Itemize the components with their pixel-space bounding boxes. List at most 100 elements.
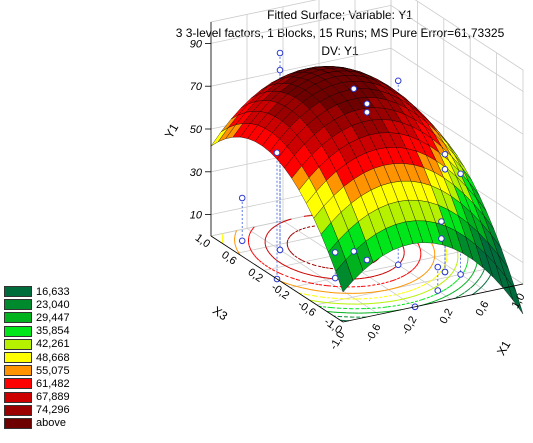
contour-segment <box>250 250 253 254</box>
contour-segment <box>303 272 311 276</box>
contour-segment <box>417 262 419 264</box>
contour-segment <box>463 281 467 285</box>
contour-segment <box>437 272 441 276</box>
contour-segment <box>281 263 286 267</box>
contour-segment <box>472 283 476 287</box>
contour-segment <box>265 246 268 250</box>
contour-segment <box>382 295 388 298</box>
contour-segment <box>417 299 423 302</box>
x1-tick-label: -0,6 <box>364 322 384 344</box>
contour-segment <box>409 289 413 292</box>
contour-segment <box>478 287 482 291</box>
legend-label: 42,261 <box>36 338 70 351</box>
contour-segment <box>251 228 254 231</box>
contour-segment <box>400 261 402 263</box>
contour-segment <box>409 270 413 273</box>
contour-segment <box>430 263 434 267</box>
contour-segment <box>416 286 421 289</box>
x3-axis-line <box>210 235 344 323</box>
contour-segment <box>301 227 306 230</box>
contour-segment <box>398 298 404 301</box>
contour-segment <box>475 280 478 283</box>
legend-swatch <box>4 417 32 429</box>
contour-segment <box>280 273 284 276</box>
x1-axis-title: X1 <box>494 338 514 358</box>
contour-segment <box>441 267 445 270</box>
contour-segment <box>287 247 291 251</box>
contour-segment <box>296 285 303 289</box>
data-point <box>434 263 442 271</box>
z-tick-label: 50 <box>190 124 203 136</box>
contour-segment <box>435 276 437 278</box>
contour-segment <box>391 294 397 296</box>
contour-segment <box>443 266 445 268</box>
wall-gridline <box>210 47 524 135</box>
legend-swatch <box>4 378 32 390</box>
contour-segment <box>431 300 436 303</box>
contour-segment <box>452 290 457 294</box>
contour-segment <box>415 294 419 297</box>
contour-segment <box>441 297 444 299</box>
legend-label: 16,633 <box>36 285 70 298</box>
contour-segment <box>270 268 276 272</box>
contour-segment <box>445 261 447 264</box>
data-point <box>441 166 449 173</box>
data-point-floor <box>331 274 339 282</box>
contour-segment <box>469 285 474 289</box>
contour-segment <box>439 281 444 285</box>
contour-segment <box>409 301 414 304</box>
contour-segment <box>384 301 390 303</box>
data-point-floor <box>394 261 402 269</box>
contour-segment <box>309 294 316 297</box>
contour-segment <box>480 286 482 288</box>
contour-segment <box>429 295 434 298</box>
contour-segment <box>305 226 311 229</box>
contour-segment <box>481 284 484 288</box>
legend-item: 67,889 <box>4 391 70 404</box>
contour-segment <box>395 304 401 307</box>
contour-segment <box>390 288 394 290</box>
title-line-1: Fitted Surface; Variable: Y1 <box>267 8 413 22</box>
contour-segment <box>297 228 302 232</box>
contour-segment <box>294 230 299 233</box>
contour-segment <box>300 259 303 261</box>
contour-segment <box>371 261 376 264</box>
contour-segment <box>455 288 459 292</box>
contour-segment <box>458 286 462 290</box>
contour-segment <box>249 247 252 251</box>
contour-segment <box>462 284 465 286</box>
contour-segment <box>433 293 438 296</box>
contour-segment <box>426 289 431 292</box>
contour-segment <box>458 294 462 297</box>
contour-segment <box>375 283 381 286</box>
data-point <box>394 77 402 85</box>
contour-segment <box>436 284 440 287</box>
legend-item: 29,447 <box>4 311 70 324</box>
contour-segment <box>392 287 398 290</box>
x3-tick-label: -0,6 <box>295 299 317 320</box>
contour-segment <box>423 290 428 294</box>
contour-segment <box>388 288 391 291</box>
legend-label: 61,482 <box>36 377 70 390</box>
contour-segment <box>402 297 408 300</box>
contour-segment <box>472 271 475 275</box>
contour-segment <box>290 284 293 286</box>
contour-segment <box>422 297 427 300</box>
contour-segment <box>446 293 450 297</box>
contour-segment <box>419 257 421 260</box>
legend-item: 16,633 <box>4 285 70 298</box>
data-point <box>273 149 281 156</box>
contour-segment <box>258 259 262 263</box>
contour-segment <box>384 289 389 291</box>
contour-segment <box>389 268 393 272</box>
contour-segment <box>287 218 292 221</box>
contour-segment <box>465 264 468 267</box>
contour-segment <box>363 292 370 294</box>
contour-segment <box>403 274 407 277</box>
contour-segment <box>456 260 459 264</box>
contour-segment <box>461 284 464 287</box>
contour-segment <box>292 284 297 287</box>
contour-segment <box>482 283 486 286</box>
contour-segment <box>283 219 289 222</box>
contour-segment <box>448 275 451 278</box>
